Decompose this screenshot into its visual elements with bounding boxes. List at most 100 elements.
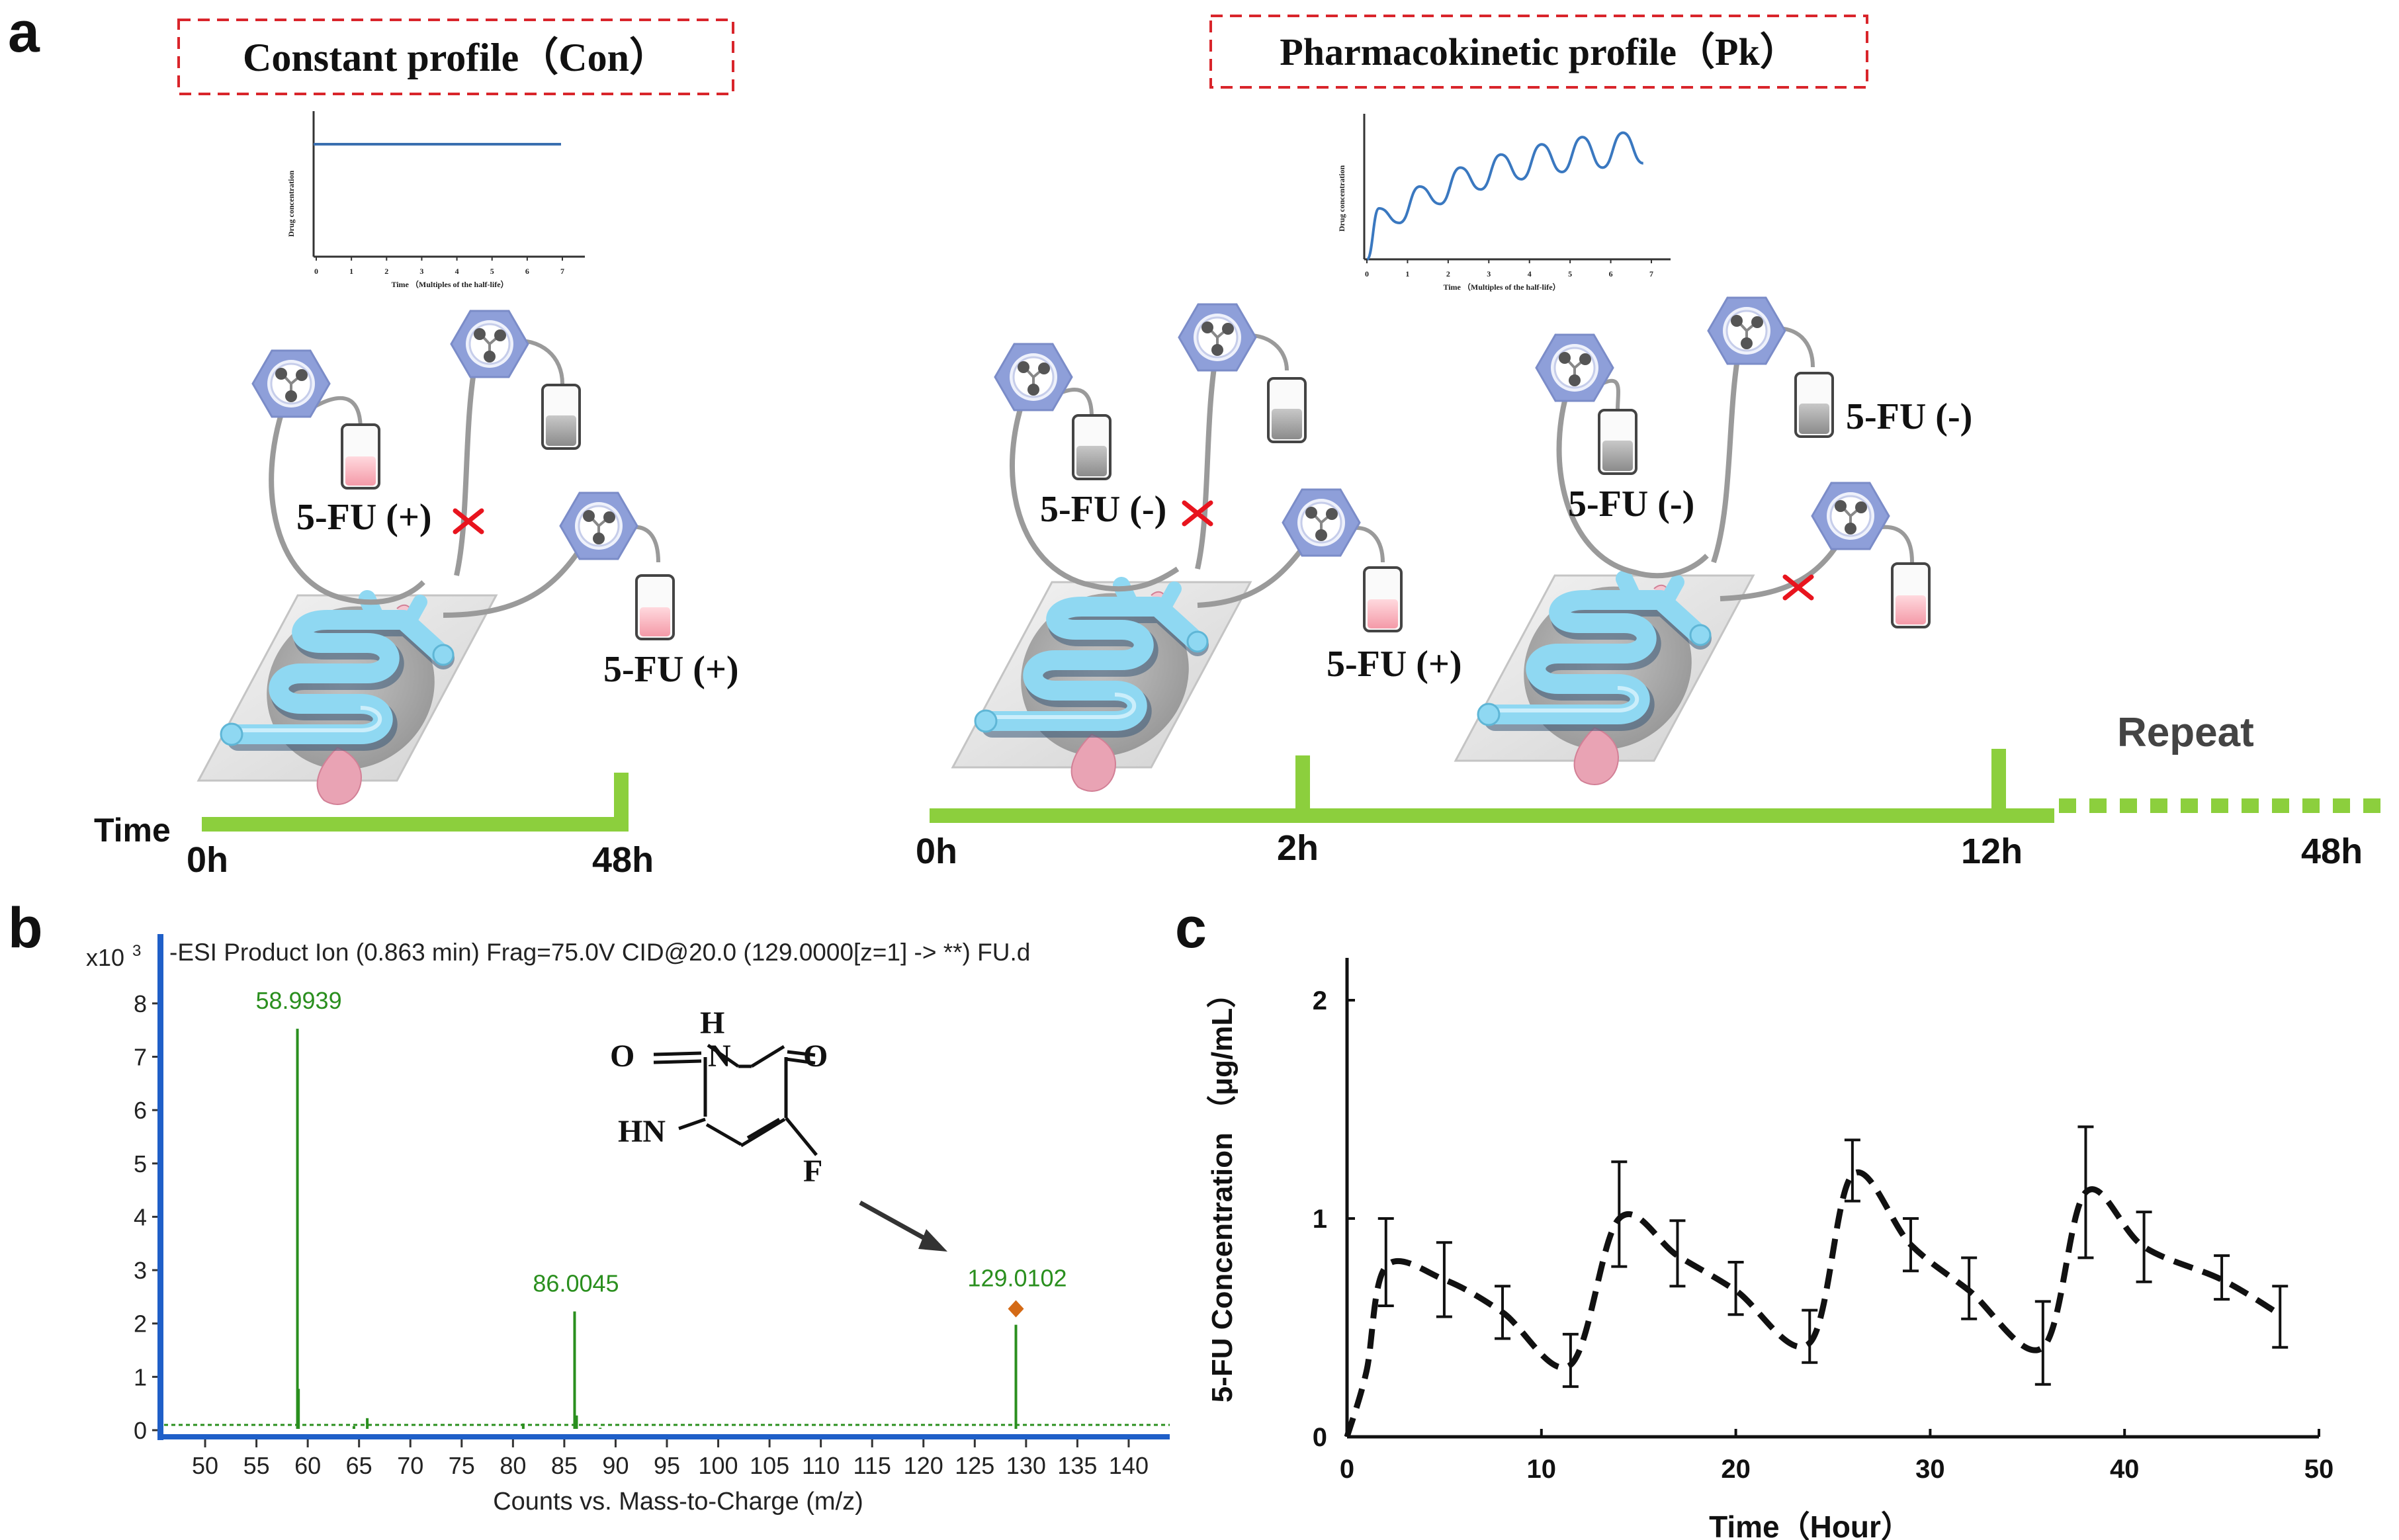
mini-tick-label: 4 xyxy=(455,267,459,276)
ms-x-tick-label: 55 xyxy=(243,1452,270,1479)
reservoir-grey xyxy=(1598,409,1637,475)
c-x-tick-label: 20 xyxy=(1721,1455,1751,1484)
pk-profile-curve xyxy=(1366,131,1644,261)
ms-y-tick-label: 2 xyxy=(134,1310,147,1338)
pump-icon xyxy=(1535,333,1614,402)
mini-tick-label: 7 xyxy=(560,267,564,276)
c-y-tick-label: 2 xyxy=(1313,986,1327,1015)
reservoir-pink xyxy=(1363,566,1403,632)
pk-time-3: 48h xyxy=(2301,832,2363,871)
timeline-con: Time 0h 48h xyxy=(94,773,654,880)
mini-tick-label: 1 xyxy=(349,267,353,276)
c-x-tick-label: 40 xyxy=(2110,1455,2140,1484)
mini-tick-label: 5 xyxy=(490,267,494,276)
precursor-diamond-icon xyxy=(1008,1300,1024,1318)
ms-x-tick-label: 140 xyxy=(1109,1452,1149,1479)
mini-chart-constant: 0 1 2 3 4 5 6 7 Drug concentration Time （Multip… xyxy=(286,111,585,289)
error-bars xyxy=(1377,1125,2289,1389)
c-x-tick-label: 50 xyxy=(2304,1455,2334,1484)
ms-peak-label: 58.9939 xyxy=(255,987,341,1014)
panel-b-letter: b xyxy=(8,896,43,960)
pk-title-box xyxy=(1209,15,1868,89)
mini-tick-label: 4 xyxy=(1528,269,1532,278)
mini-tick-label: 7 xyxy=(1649,269,1653,278)
mini-tick-label: 1 xyxy=(1405,269,1409,278)
label-pk1-top: 5-FU (-) xyxy=(1040,489,1166,530)
atom-h: H xyxy=(700,1005,724,1041)
ms-x-tick-label: 125 xyxy=(955,1452,994,1479)
label-con-right: 5-FU (+) xyxy=(603,649,739,690)
ms-y-tick-label: 3 xyxy=(134,1257,147,1284)
mini-tick-label: 6 xyxy=(525,267,529,276)
atom-f: F xyxy=(803,1154,822,1189)
mini-y-label-con: Drug concentration xyxy=(286,171,296,237)
c-x-tick-label: 0 xyxy=(1340,1455,1354,1484)
ms-y-axis-bar xyxy=(157,934,163,1440)
mini-y-label-pk: Drug concentration xyxy=(1337,165,1346,232)
c-ticks: 0 10 20 30 40 50 0 1 2 xyxy=(1313,986,2334,1484)
setup-pk-1: 5-FU (-) 5-FU (+) xyxy=(953,303,1462,791)
pump-icon xyxy=(1178,303,1257,372)
y-scale-exponent: 3 xyxy=(132,942,141,960)
repeat-label: Repeat xyxy=(2117,710,2254,755)
ms-peak-label: 86.0045 xyxy=(533,1270,619,1297)
atom-o2: O xyxy=(803,1039,828,1074)
ms-x-tick-label: 100 xyxy=(699,1452,738,1479)
ms-peaks xyxy=(164,1029,1170,1429)
pump-icon xyxy=(1811,482,1890,550)
ms-x-axis-bar xyxy=(157,1434,1170,1439)
arrow-head-icon xyxy=(918,1229,947,1252)
mini-tick-label: 0 xyxy=(1365,269,1369,278)
c-y-tick-label: 0 xyxy=(1313,1423,1327,1452)
atom-hn: HN xyxy=(618,1114,666,1149)
ms-x-tick-label: 120 xyxy=(904,1452,943,1479)
label-pk2-right: 5-FU (-) xyxy=(1846,396,1972,437)
ms-peak-labels: 58.9939 86.0045 129.0102 xyxy=(255,987,1067,1297)
atom-o1: O xyxy=(610,1039,634,1074)
label-con-top: 5-FU (+) xyxy=(296,497,432,538)
ms-x-tick-label: 90 xyxy=(602,1452,629,1479)
reservoir-grey xyxy=(1072,414,1112,480)
panel-c: c 0 10 20 30 40 50 0 1 2 5-FU Concentration （μg/… xyxy=(1175,896,2334,1540)
microfluidic-chip xyxy=(198,574,496,804)
ms-x-tick-label: 85 xyxy=(551,1452,578,1479)
ms-ticks: 50 55 60 65 70 75 80 85 90 95 100 105 110 115 120 125 13… xyxy=(134,990,1149,1479)
mini-tick-label: 3 xyxy=(1487,269,1491,278)
mini-tick-label: 2 xyxy=(384,267,388,276)
c-y-tick-label: 1 xyxy=(1313,1205,1327,1234)
ms-x-tick-label: 135 xyxy=(1057,1452,1097,1479)
fluorouracil-structure: H O N O HN F xyxy=(610,1005,947,1252)
c-x-tick-label: 30 xyxy=(1915,1455,1945,1484)
ms-x-tick-label: 110 xyxy=(802,1452,840,1479)
ms-peak-label: 129.0102 xyxy=(967,1265,1067,1292)
setup-con: 5-FU (+) 5-FU (+) xyxy=(198,310,739,804)
ms-x-label: Counts vs. Mass-to-Charge (m/z) xyxy=(493,1488,863,1516)
ms-x-tick-label: 115 xyxy=(853,1452,891,1479)
ms-y-tick-label: 6 xyxy=(134,1097,147,1124)
ms-header: -ESI Product Ion (0.863 min) Frag=75.0V … xyxy=(169,939,1030,966)
setup-pk-2: 5-FU (-) 5-FU (-) xyxy=(1456,296,1972,785)
mini-tick-label: 3 xyxy=(419,267,423,276)
ms-x-tick-label: 105 xyxy=(750,1452,789,1479)
label-pk2-top: 5-FU (-) xyxy=(1568,484,1694,525)
pk-time-2: 12h xyxy=(1961,832,2023,871)
reservoir-pink xyxy=(341,423,380,490)
ms-x-tick-label: 50 xyxy=(192,1452,218,1479)
label-pk1-right: 5-FU (+) xyxy=(1327,644,1462,685)
c-x-label: Time（Hour） xyxy=(1709,1510,1911,1540)
ms-x-tick-label: 75 xyxy=(449,1452,475,1479)
microfluidic-chip xyxy=(953,560,1250,791)
ms-y-tick-label: 0 xyxy=(134,1417,147,1444)
panel-a: a Constant profile（Con） Pharmacokinetic … xyxy=(8,1,2388,880)
time-label: Time xyxy=(94,812,171,849)
pk-time-0: 0h xyxy=(916,832,957,871)
reservoir-pink xyxy=(1891,562,1931,628)
mini-tick-label: 5 xyxy=(1568,269,1572,278)
pk-time-1: 2h xyxy=(1277,828,1319,868)
timeline-pk: 0h 2h 12h 48h Repeat xyxy=(916,710,2388,871)
pump-icon xyxy=(1282,488,1361,557)
ms-y-tick-label: 1 xyxy=(134,1363,147,1390)
reservoir-pink xyxy=(635,574,675,640)
mini-tick-label: 0 xyxy=(314,267,318,276)
microfluidic-chip xyxy=(1456,554,1753,785)
